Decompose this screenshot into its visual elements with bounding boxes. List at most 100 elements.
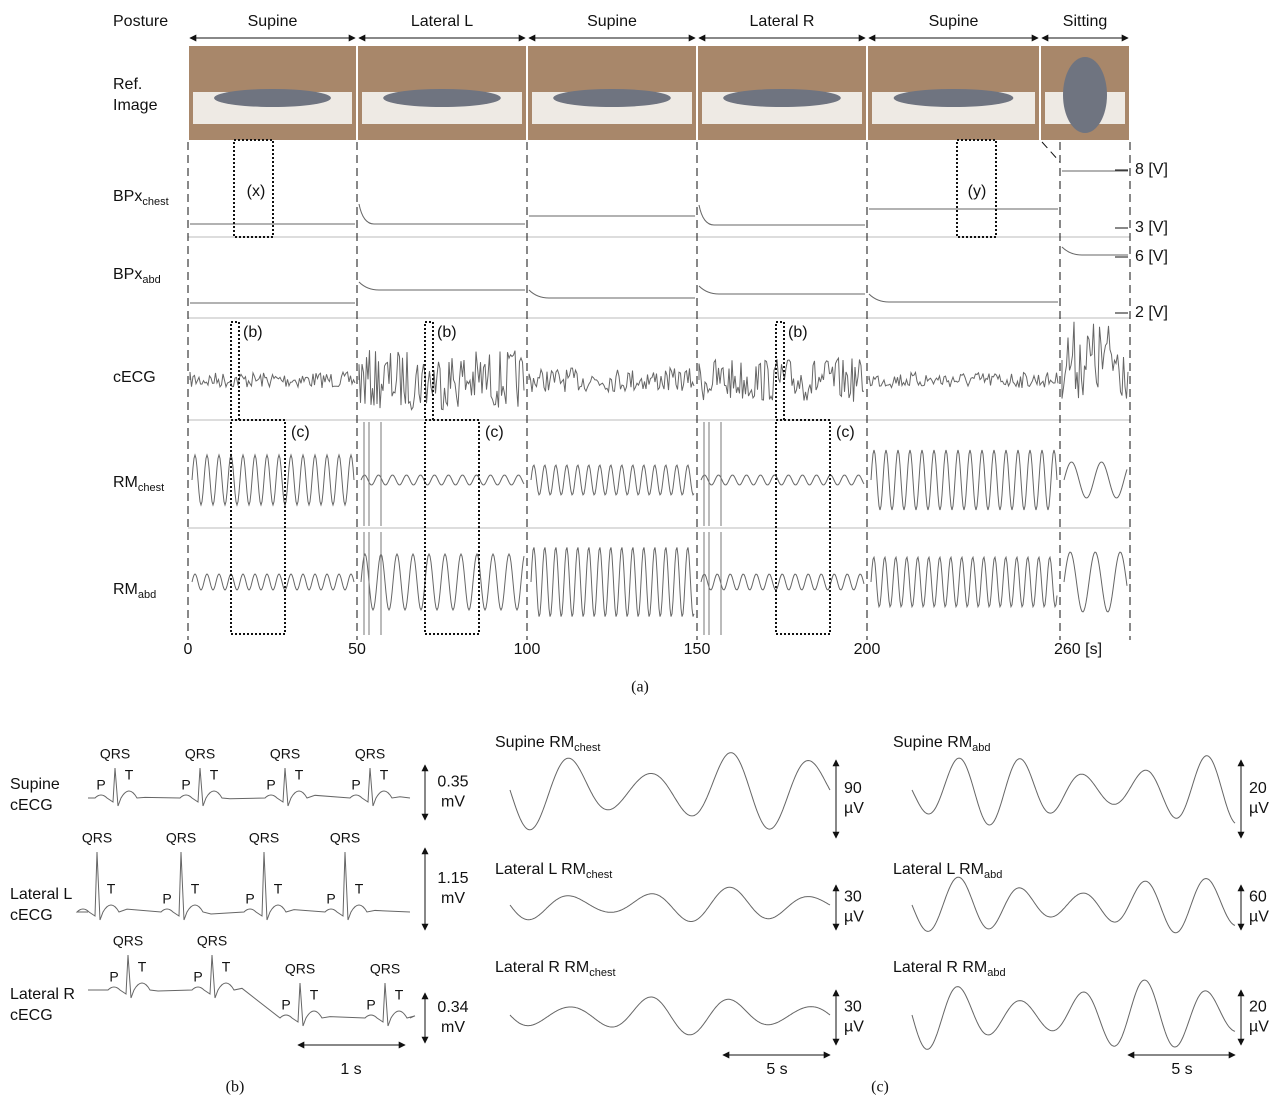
posture-label: Posture [113,13,168,30]
rm-detail-trace [912,980,1235,1049]
label-prefix: Supine [893,734,943,751]
wave-label: T [380,767,389,783]
wave-label: T [395,987,404,1003]
annotation: (x) [247,183,266,200]
ref-image-person [1063,57,1107,133]
amplitude-label: 90 [844,780,862,797]
trace-title: Lateral R RMabd [893,959,1006,979]
wave-label: P [193,969,202,985]
amplitude-label: µV [1249,909,1269,926]
label-prefix: Lateral L [893,861,955,878]
amplitude-label: µV [844,1019,864,1036]
wave-label: T [355,881,364,897]
label-main: BPx [113,188,142,205]
cecg-trace [190,372,355,388]
ref-image-person [894,89,1014,107]
wave-label: QRS [113,933,143,949]
annotation: (c) [291,424,310,441]
trace-title: Supine RMabd [893,734,991,754]
annotation: (b) [788,324,808,341]
label-sub: chest [138,482,164,494]
wave-label: T [210,767,219,783]
rm-chest-trace [192,455,354,505]
figure: Posture Supine Lateral L Supine Lateral R Sup… [0,0,1272,1100]
trace-name: Lateral L [10,886,72,903]
annotation: (b) [243,324,263,341]
bpx-abd-trace [869,294,1058,302]
trace-name: Supine [10,776,60,793]
rm-abd-trace [531,547,694,616]
rm-chest-trace [1064,462,1127,498]
x-tick-label: 260 [s] [1054,641,1102,658]
trace-title: Lateral L RMchest [495,861,612,881]
bpx-abd-trace [359,282,525,290]
rm-detail-trace [912,756,1235,825]
wave-label: T [310,987,319,1003]
rm-detail-trace [510,887,830,921]
amplitude-label: 20 [1249,780,1267,797]
label-sub: abd [984,869,1002,881]
voltage-label: 6 [V] [1135,248,1168,265]
wave-label: P [281,997,290,1013]
wave-label: P [162,891,171,907]
time-scale-label: 1 s [340,1061,361,1078]
rm-detail-trace [912,877,1235,933]
ref-image-label: Ref. [113,76,142,93]
posture-name: Lateral L [411,13,473,30]
trace-name: cECG [10,907,53,924]
wave-label: QRS [370,961,400,977]
bpx-abd-trace [699,286,865,294]
posture-name: Lateral R [750,13,815,30]
annotation: (y) [968,183,987,200]
segment-boundary [1042,142,1060,162]
rm-abd-trace [361,554,524,610]
label-sub: abd [972,742,990,754]
amplitude-label: mV [441,1019,465,1036]
label-main: RM [113,474,138,491]
label-main: RM [959,861,984,878]
caption: (c) [871,1079,889,1096]
caption: (a) [631,679,649,696]
ref-image-person [723,89,841,107]
label-main: RM [113,581,138,598]
bpx-abd-trace [1062,247,1128,255]
time-scale-label: 5 s [766,1061,787,1078]
amplitude-label: µV [844,909,864,926]
highlight-box [231,322,239,420]
wave-label: P [266,777,275,793]
ref-image-person [553,89,671,107]
wave-label: QRS [270,746,300,762]
posture-name: Supine [929,13,979,30]
annotation: (c) [485,424,504,441]
label-sub: abd [987,967,1005,979]
amplitude-label: 30 [844,889,862,906]
wave-label: QRS [285,961,315,977]
row-label: BPxchest [113,188,169,208]
label-main: RM [564,959,589,976]
rm-abd-trace [192,574,354,590]
wave-label: T [138,959,147,975]
x-tick-label: 0 [184,641,193,658]
amplitude-label: 20 [1249,999,1267,1016]
wave-label: P [96,777,105,793]
posture-name: Supine [248,13,298,30]
wave-label: P [326,891,335,907]
wave-label: QRS [355,746,385,762]
wave-label: T [295,767,304,783]
amplitude-label: 0.35 [437,774,468,791]
wave-label: P [181,777,190,793]
label-main: cECG [113,369,156,386]
wave-label: QRS [82,830,112,846]
wave-label: P [245,891,254,907]
label-main: BPx [113,266,142,283]
x-tick-label: 50 [348,641,366,658]
wave-label: T [222,959,231,975]
label-prefix: Lateral R [495,959,560,976]
label-sub: chest [586,869,612,881]
wave-label: QRS [330,830,360,846]
voltage-label: 3 [V] [1135,219,1168,236]
ref-image-person [214,89,331,107]
label-sub: chest [589,967,615,979]
annotation: (b) [437,324,457,341]
wave-label: T [125,767,134,783]
